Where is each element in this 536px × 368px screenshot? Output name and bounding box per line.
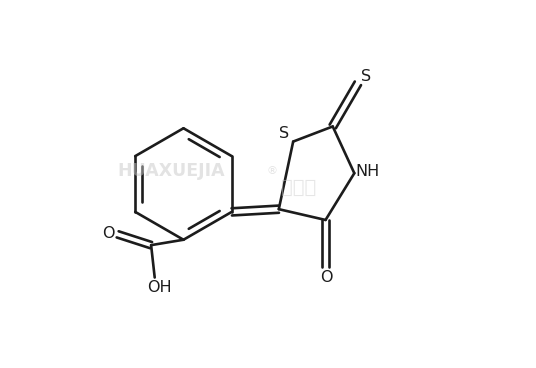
Text: OH: OH — [147, 280, 172, 295]
Text: S: S — [279, 126, 289, 141]
Text: ®: ® — [266, 166, 277, 176]
Text: S: S — [361, 69, 371, 84]
Text: 化学加: 化学加 — [280, 178, 316, 197]
Text: O: O — [102, 226, 115, 241]
Text: O: O — [321, 270, 333, 285]
Text: NH: NH — [356, 164, 380, 179]
Text: HUAXUEJIA: HUAXUEJIA — [117, 162, 225, 180]
